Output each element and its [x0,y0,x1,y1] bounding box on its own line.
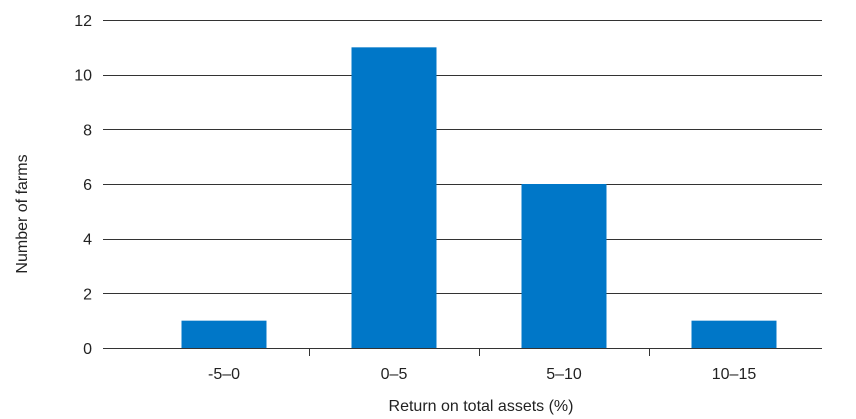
bar-1 [181,320,267,348]
y-tick-labels: 0 2 4 6 8 10 12 [74,13,92,358]
bar-2 [351,47,437,348]
bars [181,47,777,348]
y-tick-label-0: 0 [83,341,92,358]
x-tick-label-1: -5–0 [208,366,240,383]
y-tick-label-8: 8 [83,122,92,139]
y-tick-label-10: 10 [74,68,92,85]
x-tick-labels: -5–0 0–5 5–10 10–15 [208,366,756,383]
y-tick-label-4: 4 [83,232,92,249]
x-tick-label-3: 5–10 [546,366,582,383]
x-tick-label-4: 10–15 [712,366,757,383]
bar-4 [691,320,777,348]
y-tick-label-12: 12 [74,13,92,30]
y-axis-title: Number of farms [14,154,31,273]
gridlines [103,20,822,349]
bar-3 [521,184,607,348]
y-tick-label-6: 6 [83,177,92,194]
x-tick-label-2: 0–5 [381,366,408,383]
y-tick-label-2: 2 [83,286,92,303]
x-ticks [309,348,650,356]
x-axis-title: Return on total assets (%) [389,398,574,415]
